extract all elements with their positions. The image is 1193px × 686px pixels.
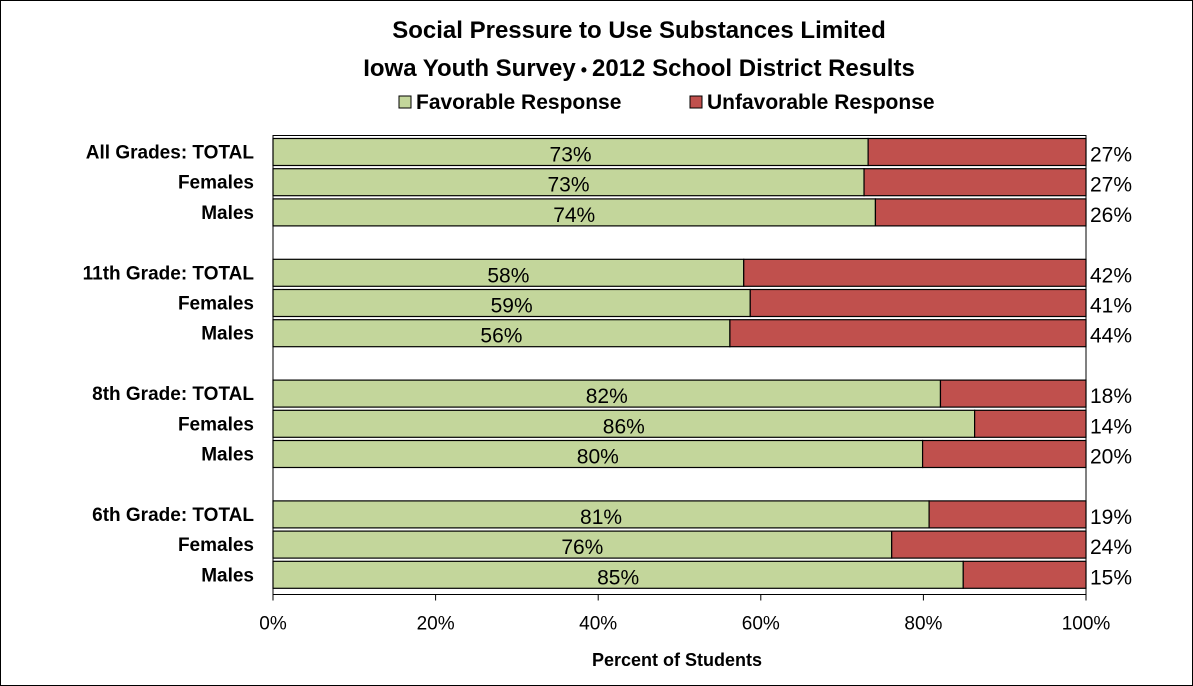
bar-unfavorable xyxy=(891,530,1087,559)
favorable-value-label: 82% xyxy=(586,385,628,408)
bar-favorable xyxy=(272,288,751,318)
bar-favorable xyxy=(272,560,964,589)
x-tick-label: 0% xyxy=(259,614,287,635)
bar-favorable xyxy=(272,439,924,469)
x-tick-label: 40% xyxy=(579,614,617,635)
bar-unfavorable xyxy=(921,439,1087,469)
unfavorable-value-label: 14% xyxy=(1090,415,1132,438)
x-tick-label: 80% xyxy=(904,614,942,635)
favorable-value-label: 81% xyxy=(580,506,622,529)
bar-favorable xyxy=(272,379,942,408)
unfavorable-value-label: 20% xyxy=(1090,446,1132,469)
unfavorable-value-label: 26% xyxy=(1090,204,1132,227)
bar-unfavorable xyxy=(863,168,1087,197)
x-tick-label: 60% xyxy=(742,614,780,635)
legend-swatch-unfavorable xyxy=(689,95,703,109)
bar-unfavorable xyxy=(939,379,1087,408)
favorable-value-label: 59% xyxy=(491,295,533,318)
category-label: 11th Grade: TOTAL xyxy=(83,263,255,284)
legend-label-unfavorable: Unfavorable Response xyxy=(707,91,935,114)
x-tick-label: 20% xyxy=(417,614,455,635)
favorable-value-label: 73% xyxy=(550,144,592,167)
favorable-value-label: 74% xyxy=(553,204,595,227)
unfavorable-value-label: 24% xyxy=(1090,536,1132,559)
chart-title: Social Pressure to Use Substances Limite… xyxy=(392,17,886,44)
unfavorable-value-label: 27% xyxy=(1090,174,1132,197)
category-labels: All Grades: TOTAL Females Males 11th Grade:… xyxy=(83,143,255,587)
unfavorable-value-label: 41% xyxy=(1090,295,1132,318)
category-label: Females xyxy=(178,294,254,315)
favorable-value-label: 76% xyxy=(561,536,603,559)
favorable-value-label: 80% xyxy=(577,446,619,469)
category-label: Males xyxy=(201,565,254,586)
bar-unfavorable xyxy=(749,288,1087,318)
favorable-value-label: 85% xyxy=(597,566,639,589)
x-tick-label: 100% xyxy=(1062,614,1111,635)
unfavorable-value-label: 44% xyxy=(1090,325,1132,348)
category-label: 6th Grade: TOTAL xyxy=(92,505,254,526)
bar-favorable xyxy=(272,168,865,197)
unfavorable-value-label: 18% xyxy=(1090,385,1132,408)
chart-subtitle-text: Iowa Youth Survey xyxy=(363,55,576,82)
bar-unfavorable xyxy=(928,500,1087,529)
plot-area xyxy=(272,135,1087,595)
favorable-value-label: 56% xyxy=(480,325,522,348)
bar-favorable xyxy=(272,409,976,438)
bar-unfavorable xyxy=(962,560,1087,589)
category-label: All Grades: TOTAL xyxy=(86,143,255,164)
legend-label-favorable: Favorable Response xyxy=(416,91,621,114)
bar-favorable xyxy=(272,319,731,348)
category-label: Females xyxy=(178,173,254,194)
category-label: Males xyxy=(201,324,254,345)
bar-favorable xyxy=(272,530,893,559)
bar-unfavorable xyxy=(729,319,1087,348)
category-label: Females xyxy=(178,414,254,435)
chart-subtitle-suffix: 2012 School District Results xyxy=(592,55,915,82)
favorable-value-label: 58% xyxy=(487,264,529,287)
value-labels: 73% 27% 73% 27% 74% 26% 58% 42% 59% 41% 56% 44% 82% 1… xyxy=(480,144,1132,590)
bar-unfavorable xyxy=(743,258,1087,287)
category-label: Males xyxy=(201,203,254,224)
bar-unfavorable xyxy=(874,198,1087,227)
favorable-value-label: 73% xyxy=(548,174,590,197)
category-label: Males xyxy=(201,445,254,466)
unfavorable-value-label: 15% xyxy=(1090,566,1132,589)
category-label: 8th Grade: TOTAL xyxy=(92,384,254,405)
legend-swatch-favorable xyxy=(398,95,412,109)
unfavorable-value-label: 19% xyxy=(1090,506,1132,529)
unfavorable-value-label: 42% xyxy=(1090,264,1132,287)
legend: Favorable Response Unfavorable Response xyxy=(398,91,935,114)
unfavorable-value-label: 27% xyxy=(1090,144,1132,167)
bar-favorable xyxy=(272,258,745,287)
bar-unfavorable xyxy=(974,409,1087,438)
chart-subtitle-bullet: • xyxy=(581,60,587,80)
favorable-value-label: 86% xyxy=(603,415,645,438)
bar-unfavorable xyxy=(867,137,1087,167)
category-label: Females xyxy=(178,535,254,556)
bar-favorable xyxy=(272,137,869,167)
chart-subtitle: Iowa Youth Survey • 2012 School District R… xyxy=(363,55,915,82)
x-axis: 0% 20% 40% 60% 80% 100% xyxy=(259,594,1111,635)
x-axis-title: Percent of Students xyxy=(592,650,762,670)
